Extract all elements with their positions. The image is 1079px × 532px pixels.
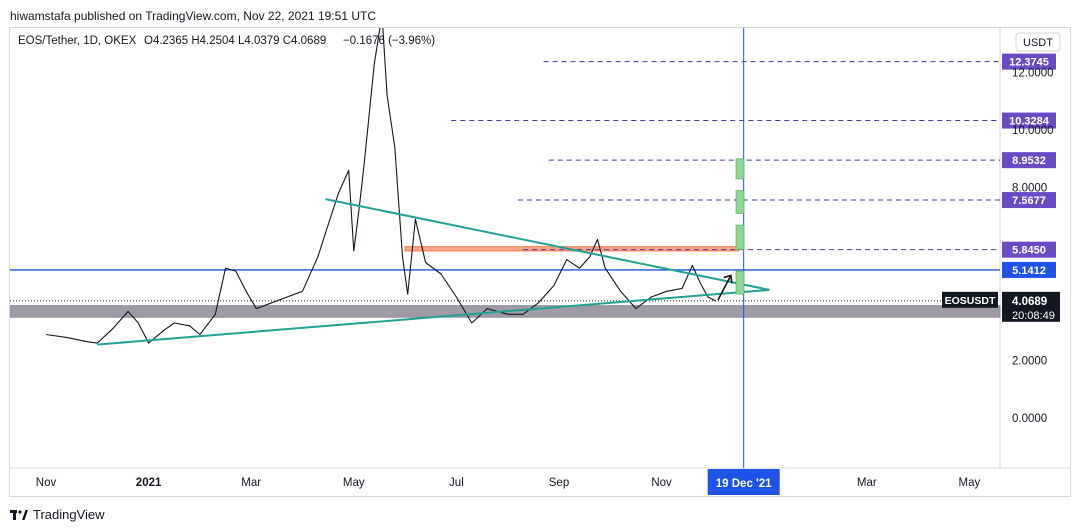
target-label-bg bbox=[1002, 152, 1056, 169]
x-tick-label: Jul bbox=[449, 477, 464, 489]
last-price-value: 4.0689 bbox=[1012, 296, 1047, 308]
trendline-triangle-lower[interactable] bbox=[97, 288, 770, 346]
target-label: 5.8450 bbox=[1012, 245, 1046, 257]
x-tick-label: Nov bbox=[36, 477, 57, 489]
price-chart[interactable]: 12.3745 10.3284 8.9532 7.5677 5.8450 19 Dec '… bbox=[9, 14, 1070, 496]
target-label: 10.3284 bbox=[1009, 116, 1050, 128]
tradingview-logo-icon bbox=[10, 509, 28, 520]
x-tick-label: 2021 bbox=[136, 477, 162, 489]
y-tick-label: 12.0000 bbox=[1012, 67, 1054, 79]
x-tick-label: Sep bbox=[549, 477, 569, 489]
target-label-bg bbox=[1002, 241, 1056, 258]
currency-button[interactable]: USDT bbox=[1015, 32, 1061, 52]
footer-brand[interactable]: TradingView bbox=[10, 507, 105, 522]
vertical-marker-label: 19 Dec '21 bbox=[716, 478, 772, 490]
y-tick-label: 8.0000 bbox=[1012, 183, 1047, 195]
projection-box bbox=[735, 224, 745, 250]
countdown-timer: 20:08:49 bbox=[1012, 310, 1055, 322]
projection-box bbox=[735, 190, 745, 214]
level-label-bg bbox=[1002, 261, 1056, 278]
y-tick-label: 2.0000 bbox=[1012, 355, 1047, 367]
y-tick-label: 0.0000 bbox=[1012, 413, 1047, 425]
currency-label: USDT bbox=[1023, 37, 1053, 49]
legend-symbol: EOS/Tether, 1D, OKEX bbox=[18, 35, 137, 47]
target-label-bg bbox=[1002, 53, 1056, 70]
arrow-icon bbox=[717, 275, 732, 301]
target-label-bg bbox=[1002, 192, 1056, 209]
vertical-marker-label-bg bbox=[707, 469, 780, 495]
x-tick-label: Mar bbox=[241, 477, 261, 489]
target-label-bg bbox=[1002, 112, 1056, 129]
trendline-triangle-upper[interactable] bbox=[325, 198, 770, 291]
arrow-head-icon bbox=[723, 274, 733, 284]
y-tick-label: 10.0000 bbox=[1012, 125, 1054, 137]
symbol-tag-bg bbox=[942, 291, 998, 308]
legend-change: −0.1676 (−3.96%) bbox=[343, 35, 435, 47]
publisher-line: hiwamstafa published on TradingView.com,… bbox=[10, 9, 376, 23]
projection-box bbox=[735, 270, 745, 295]
projection-box bbox=[735, 158, 745, 180]
target-label: 7.5677 bbox=[1012, 195, 1046, 207]
legend-ohlc: O4.2365 H4.2504 L4.0379 C4.0689 bbox=[144, 35, 326, 47]
footer-brand-label: TradingView bbox=[33, 507, 105, 522]
target-label: 12.3745 bbox=[1009, 57, 1049, 69]
last-price-label-bg bbox=[1002, 291, 1060, 322]
x-tick-label: Mar bbox=[857, 477, 877, 489]
target-label: 8.9532 bbox=[1012, 155, 1046, 167]
chart-pane[interactable]: 12.3745 10.3284 8.9532 7.5677 5.8450 19 Dec '… bbox=[9, 14, 1071, 497]
symbol-tag: EOSUSDT bbox=[945, 295, 996, 307]
x-tick-label: May bbox=[959, 477, 981, 489]
level-label: 5.1412 bbox=[1012, 265, 1046, 277]
x-tick-label: May bbox=[343, 477, 365, 489]
x-tick-label: Nov bbox=[651, 477, 672, 489]
